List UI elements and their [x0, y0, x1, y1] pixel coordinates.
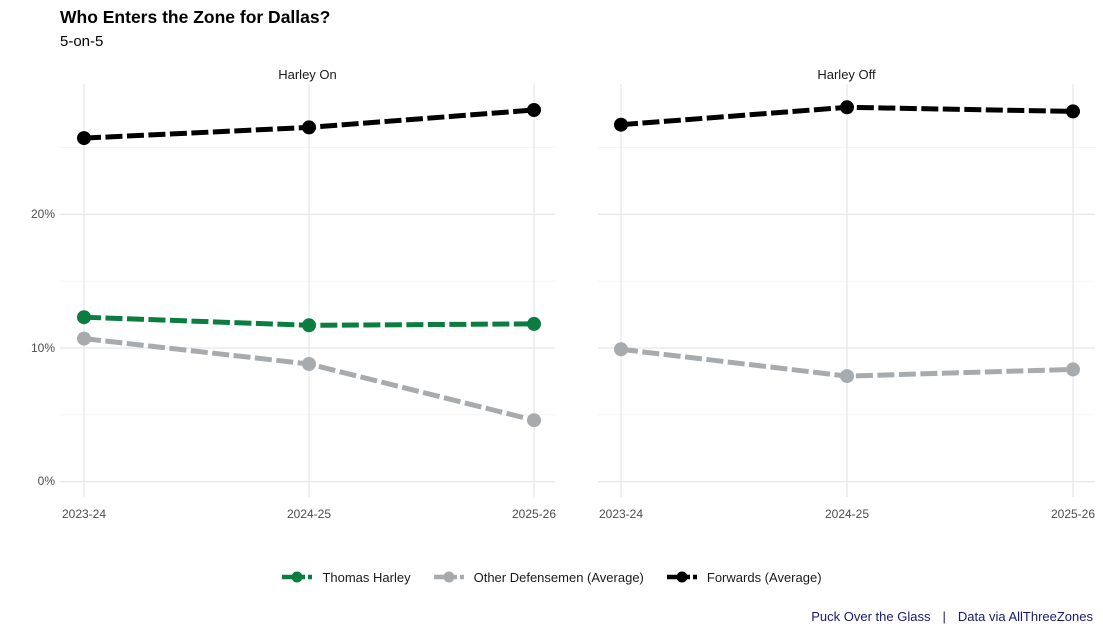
caption-separator: | [942, 609, 946, 624]
caption: Puck Over the Glass | Data via AllThreeZ… [811, 609, 1093, 624]
chart-title: Who Enters the Zone for Dallas? [60, 7, 331, 27]
legend-item-other-defensemen: Other Defensemen (Average) [433, 569, 644, 585]
caption-source-text: Puck Over the Glass [811, 609, 931, 624]
x-axis-tick-label: 2024-25 [824, 507, 870, 521]
x-axis-tick-label: 2025-26 [511, 507, 557, 521]
legend-item-label: Thomas Harley [322, 569, 411, 585]
data-point [527, 413, 541, 428]
x-axis-tick-label: 2025-26 [1050, 507, 1096, 521]
data-point [840, 100, 854, 115]
data-point [1066, 362, 1080, 377]
y-axis-tick-label-20: 20% [30, 207, 55, 221]
legend-item-label: Other Defensemen (Average) [473, 569, 644, 585]
chart-subtitle: 5-on-5 [60, 33, 104, 50]
data-point [527, 316, 541, 331]
caption-data-text: Data via AllThreeZones [957, 609, 1093, 624]
data-point [302, 357, 316, 371]
data-point [840, 369, 854, 384]
data-point [614, 117, 628, 132]
x-axis-tick-label: 2023-24 [61, 507, 107, 521]
x-axis-tick-label: 2024-25 [286, 507, 332, 521]
data-point [614, 342, 628, 357]
data-point [302, 318, 316, 333]
facet-label-harley-on: Harley On [278, 67, 337, 82]
y-axis-tick-label-10: 10% [30, 341, 55, 355]
legend-item-thomas-harley: Thomas Harley [281, 569, 411, 585]
legend-item-label: Forwards (Average) [706, 569, 822, 585]
x-axis-tick-label: 2023-24 [598, 507, 644, 521]
data-point [77, 131, 91, 146]
data-point [527, 103, 541, 117]
legend: Thomas Harley Other Defensemen (Average)… [0, 569, 1103, 585]
data-point [302, 120, 316, 135]
line-dot-key-icon [666, 571, 697, 583]
data-point [77, 331, 91, 346]
facet-label-harley-off: Harley Off [817, 67, 876, 82]
line-dot-key-icon [282, 571, 313, 583]
legend-item-forwards: Forwards (Average) [666, 569, 822, 585]
line-dot-key-icon [433, 571, 464, 583]
data-point [77, 310, 91, 325]
y-axis-tick-label-0: 0% [37, 474, 55, 488]
data-point [1066, 104, 1080, 119]
